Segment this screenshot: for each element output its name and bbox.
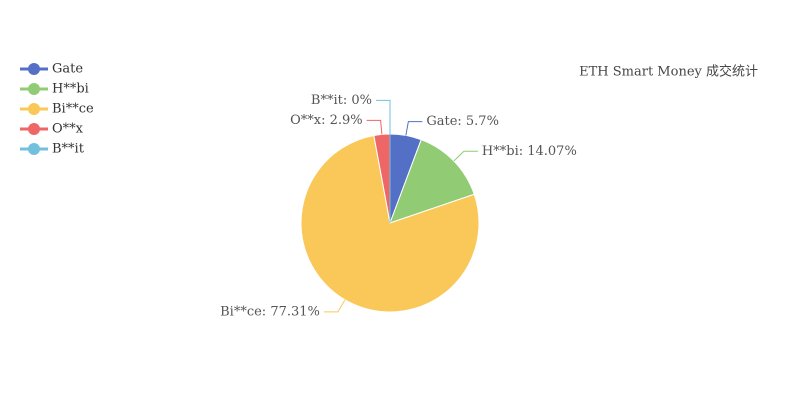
data-label: B**it: 0% bbox=[311, 93, 372, 108]
legend-label: Gate bbox=[52, 62, 83, 77]
legend-label: Bi**ce bbox=[52, 102, 94, 117]
data-label: Gate: 5.7% bbox=[426, 114, 499, 129]
legend-label: O**x bbox=[52, 122, 84, 137]
legend-label: H**bi bbox=[52, 82, 89, 97]
legend-marker bbox=[28, 143, 40, 155]
label-line bbox=[376, 99, 391, 134]
label-line bbox=[453, 150, 478, 162]
pie-slice bbox=[389, 139, 475, 224]
legend-marker bbox=[28, 63, 40, 75]
data-label: Bi**ce: 77.31% bbox=[220, 304, 320, 319]
label-line bbox=[405, 121, 423, 136]
data-label: H**bi: 14.07% bbox=[482, 144, 577, 159]
data-label: O**x: 2.9% bbox=[290, 113, 363, 128]
legend-label: B**it bbox=[52, 142, 85, 157]
chart-title: ETH Smart Money 成交统计 bbox=[579, 64, 758, 80]
legend-marker bbox=[28, 83, 40, 95]
label-line bbox=[366, 119, 383, 135]
legend-marker bbox=[28, 123, 40, 135]
label-line bbox=[323, 299, 346, 313]
legend-marker bbox=[28, 103, 40, 115]
